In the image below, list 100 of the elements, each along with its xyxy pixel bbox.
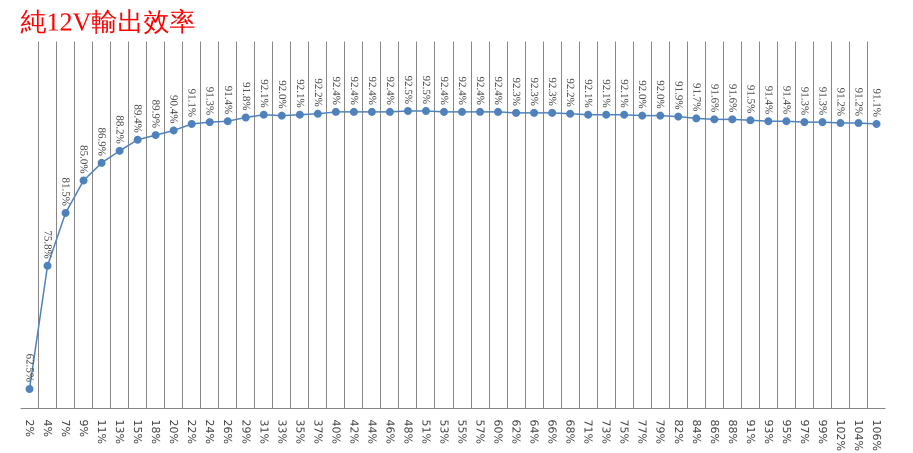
x-tick-label: 77% xyxy=(636,420,649,444)
x-tick-label: 37% xyxy=(311,420,324,444)
x-tick-label: 18% xyxy=(149,420,162,444)
data-label: 81.5% xyxy=(60,178,72,206)
data-label: 91.2% xyxy=(834,88,846,116)
x-tick-label: 75% xyxy=(618,420,631,444)
point xyxy=(332,108,340,116)
data-label: 92.4% xyxy=(474,76,486,105)
data-label: 75.8% xyxy=(42,230,54,259)
x-tick-label: 84% xyxy=(690,420,703,444)
x-tick-label: 51% xyxy=(419,420,432,444)
data-label: 86.9% xyxy=(96,127,108,156)
x-tick-label: 33% xyxy=(275,420,288,444)
data-label: 92.3% xyxy=(546,77,558,106)
point xyxy=(242,114,250,122)
point xyxy=(404,107,412,115)
point xyxy=(134,136,142,144)
point xyxy=(422,107,430,115)
point xyxy=(602,110,610,119)
x-tick-label: 99% xyxy=(816,420,829,444)
point xyxy=(440,108,448,116)
point xyxy=(206,118,214,126)
point xyxy=(746,116,754,124)
x-tick-label: 55% xyxy=(456,420,469,444)
chart-title: 純12V輸出效率 xyxy=(20,8,196,36)
point xyxy=(674,112,682,121)
data-label: 62.5% xyxy=(24,354,36,382)
data-label: 91.1% xyxy=(186,88,198,117)
x-tick-label: 104% xyxy=(852,420,865,451)
point xyxy=(854,119,862,128)
x-tick-label: 73% xyxy=(600,420,613,444)
x-tick-label: 64% xyxy=(528,420,541,444)
point xyxy=(818,118,826,126)
point xyxy=(476,108,484,116)
x-tick-label: 57% xyxy=(474,420,487,444)
point xyxy=(494,108,502,116)
x-tick-label: 71% xyxy=(582,420,595,444)
x-tick-label: 11% xyxy=(95,420,108,444)
point xyxy=(44,262,52,270)
point xyxy=(80,176,88,185)
data-label: 91.2% xyxy=(852,88,864,116)
point xyxy=(62,208,70,217)
point xyxy=(692,114,700,122)
data-label: 92.1% xyxy=(582,79,594,108)
x-tick-label: 7% xyxy=(59,420,72,437)
data-label: 92.1% xyxy=(294,79,306,108)
x-tick-label: 13% xyxy=(113,420,126,444)
point xyxy=(350,108,358,116)
point xyxy=(782,117,790,126)
data-label: 92.3% xyxy=(510,77,522,106)
x-tick-label: 102% xyxy=(834,420,847,451)
point xyxy=(512,108,520,117)
data-label: 92.3% xyxy=(528,77,540,106)
point xyxy=(458,108,466,116)
point xyxy=(170,126,178,134)
data-label: 92.4% xyxy=(492,76,504,105)
point xyxy=(728,115,736,124)
data-label: 85.0% xyxy=(78,145,90,174)
x-tick-label: 26% xyxy=(221,420,234,444)
data-label: 91.1% xyxy=(870,88,882,117)
data-label: 91.5% xyxy=(744,84,756,114)
data-label: 91.6% xyxy=(726,84,738,112)
x-tick-label: 68% xyxy=(564,420,577,444)
data-label: 91.7% xyxy=(690,83,702,112)
point xyxy=(764,117,772,126)
point xyxy=(260,110,268,119)
x-tick-label: 42% xyxy=(347,420,360,444)
data-label: 92.4% xyxy=(366,76,378,105)
x-tick-label: 97% xyxy=(798,420,811,444)
x-tick-label: 29% xyxy=(239,420,252,444)
data-label: 92.2% xyxy=(312,78,324,107)
data-label: 90.4% xyxy=(168,95,180,124)
data-label: 88.2% xyxy=(114,115,126,144)
x-tick-label: 88% xyxy=(726,420,739,444)
x-tick-label: 79% xyxy=(654,420,667,444)
data-label: 92.1% xyxy=(618,79,630,108)
data-label: 92.2% xyxy=(564,78,576,107)
data-label: 91.8% xyxy=(240,82,252,111)
data-label: 92.4% xyxy=(456,76,468,105)
point xyxy=(872,120,880,128)
x-tick-label: 106% xyxy=(870,420,883,451)
x-tick-label: 62% xyxy=(510,420,523,444)
x-tick-label: 44% xyxy=(365,420,378,444)
point xyxy=(638,112,646,120)
point xyxy=(188,120,196,128)
data-label: 92.1% xyxy=(600,79,612,108)
data-label: 91.3% xyxy=(798,86,810,116)
point xyxy=(710,115,718,124)
x-tick-label: 53% xyxy=(437,420,450,444)
data-label: 92.5% xyxy=(420,76,432,104)
x-tick-label: 86% xyxy=(708,420,721,444)
x-tick-label: 2% xyxy=(23,420,36,437)
data-label: 92.5% xyxy=(402,76,414,104)
x-tick-label: 35% xyxy=(293,420,306,444)
point xyxy=(224,117,232,126)
x-tick-label: 4% xyxy=(41,420,54,437)
x-tick-label: 46% xyxy=(383,420,396,444)
point xyxy=(584,110,592,119)
data-label: 92.1% xyxy=(258,79,270,108)
point xyxy=(800,118,808,126)
